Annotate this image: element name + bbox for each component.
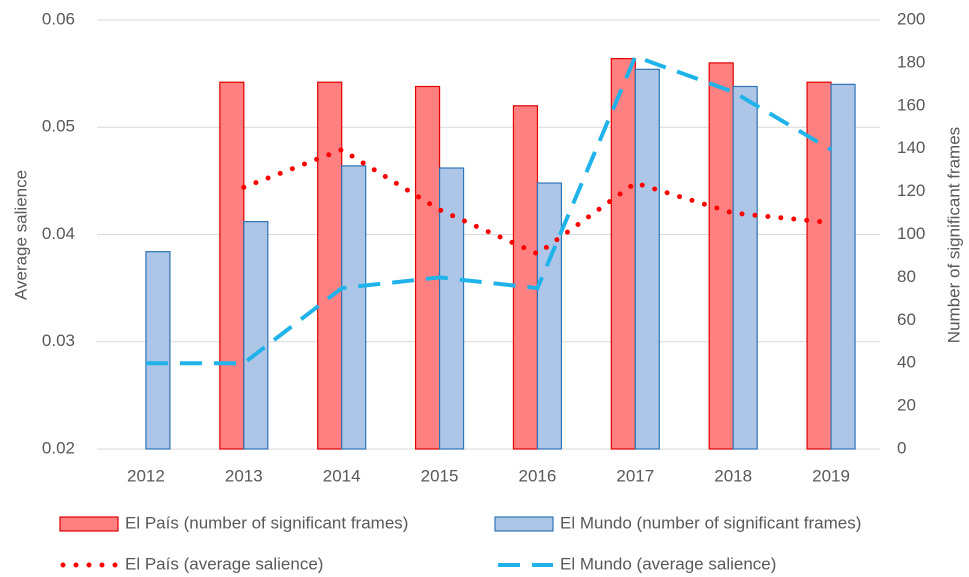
y2-tick-label: 80 — [897, 267, 916, 286]
bar — [830, 83, 856, 450]
x-tick-label: 2012 — [127, 466, 165, 485]
line — [145, 53, 833, 366]
bar — [438, 167, 465, 450]
bar — [634, 68, 660, 450]
bar — [219, 81, 245, 450]
y-tick-label: 0.06 — [42, 9, 75, 28]
x-tick-label: 2019 — [812, 466, 850, 485]
y2-tick-label: 40 — [897, 353, 916, 372]
bar — [414, 85, 441, 450]
y2-tick-label: 140 — [897, 138, 925, 157]
x-tick-label: 2013 — [225, 466, 263, 485]
bar — [806, 81, 832, 450]
bar — [512, 105, 539, 450]
y2-tick-label: 60 — [897, 310, 916, 329]
bar — [243, 221, 269, 450]
legend-label: El Mundo (number of significant frames) — [560, 513, 861, 532]
y2-tick-label: 200 — [897, 9, 925, 28]
y2-tick-label: 20 — [897, 396, 916, 415]
x-tick-label: 2017 — [616, 466, 654, 485]
line — [241, 146, 834, 257]
y2-tick-label: 160 — [897, 95, 925, 114]
x-tick-label: 2018 — [714, 466, 752, 485]
legend-swatch — [494, 516, 554, 532]
y-tick-label: 0.05 — [42, 117, 75, 136]
bar — [708, 62, 734, 450]
y2-tick-label: 0 — [897, 438, 906, 457]
bar — [341, 165, 367, 450]
y2-tick-label: 100 — [897, 224, 925, 243]
x-tick-label: 2014 — [323, 466, 361, 485]
y2-tick-label: 120 — [897, 181, 925, 200]
y2-tick-label: 180 — [897, 52, 925, 71]
bar — [317, 81, 343, 450]
bar — [536, 182, 563, 450]
legend-label: El Mundo (average salience) — [560, 554, 776, 573]
y-axis-label: Average salience — [11, 170, 30, 300]
legend-swatch — [59, 516, 119, 532]
x-tick-label: 2015 — [421, 466, 459, 485]
bar — [732, 85, 758, 450]
bar — [145, 251, 171, 450]
y-tick-label: 0.03 — [42, 331, 75, 350]
y-tick-label: 0.02 — [42, 438, 75, 457]
legend-label: El País (average salience) — [125, 554, 323, 573]
y-tick-label: 0.04 — [42, 224, 75, 243]
bar — [610, 58, 636, 450]
x-tick-label: 2016 — [519, 466, 557, 485]
y2-axis-label: Number of significant frames — [944, 127, 963, 343]
legend-label: El País (number of significant frames) — [125, 513, 408, 532]
